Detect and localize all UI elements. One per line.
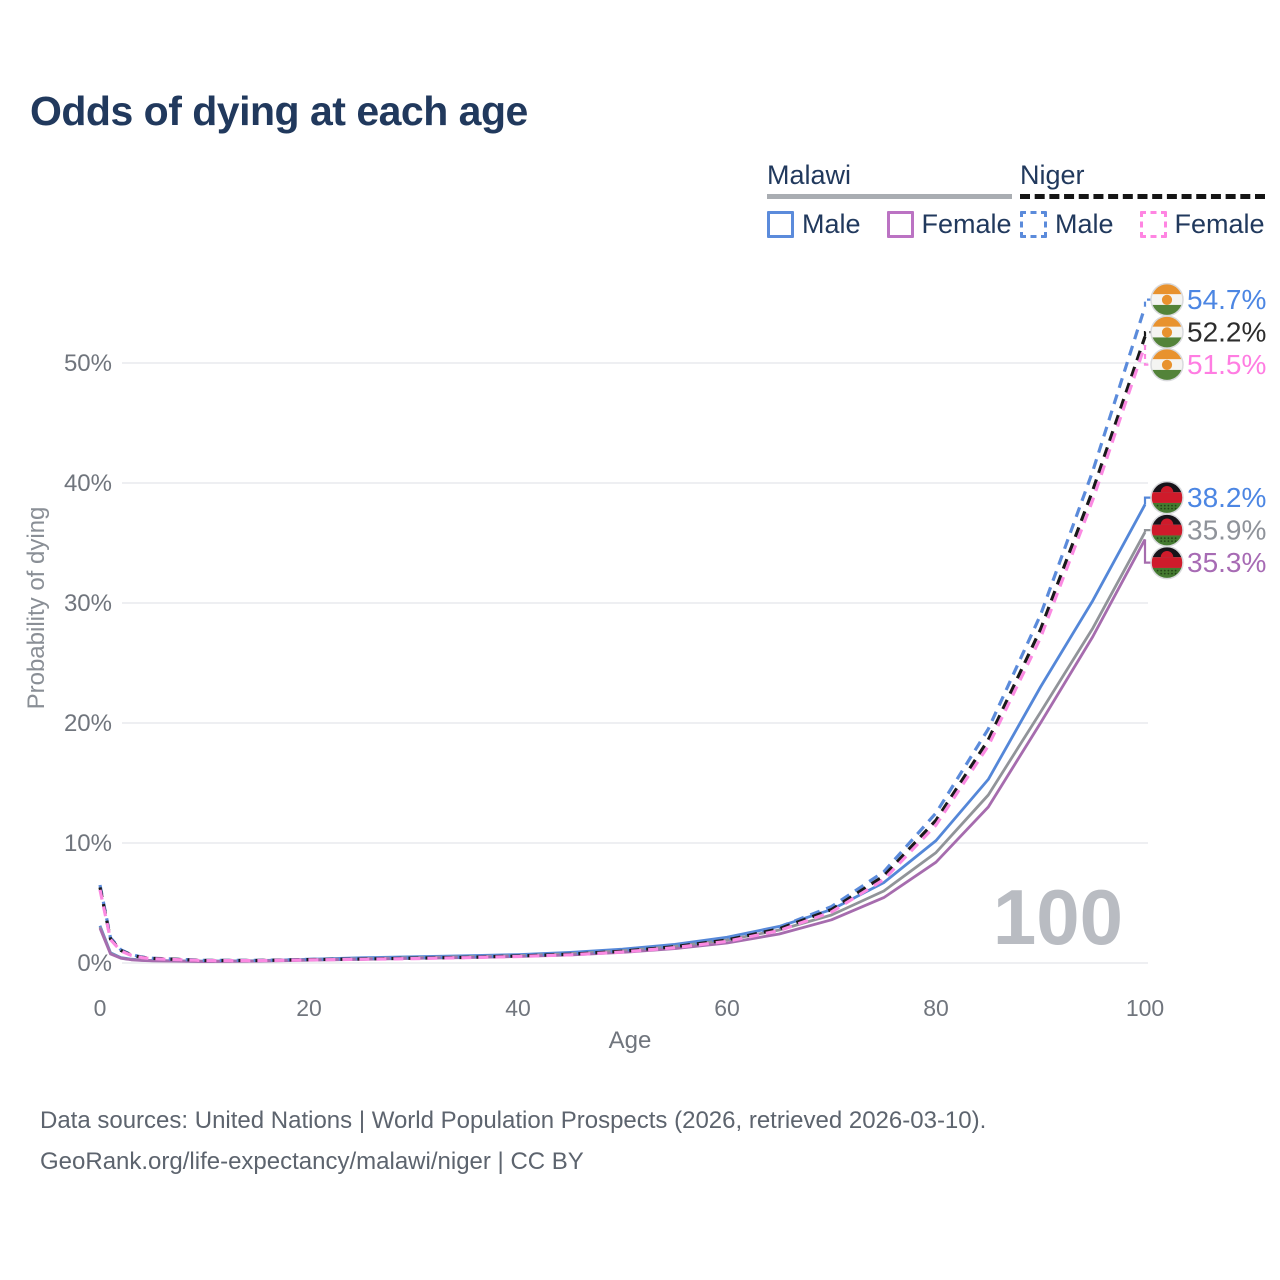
y-tick-40%: 40% [64,470,112,497]
legend-swatch-niger-male [1020,211,1047,238]
niger-total-flag-icon [1150,315,1184,349]
niger-female-leader-line [1143,345,1151,366]
legend-swatch-malawi-female [886,211,914,238]
niger-female-flag-icon [1150,347,1184,382]
mortality-line-chart: 0% 10% 20% 30% 40% 50% 0 20 40 60 80 100 Age Probabil… [23,282,1266,1054]
legend-swatch-malawi-male [767,211,794,238]
legend-item-malawi-female[interactable]: Female [886,209,1012,240]
y-tick-50%: 50% [64,350,112,377]
legend-group-title-malawi: Malawi [767,160,852,190]
x-tick-40: 40 [505,995,531,1021]
line-niger-female[interactable] [98,344,1147,963]
malawi-total-end-label: 35.9% [1187,515,1266,546]
legend-label-niger-male: Male [1055,209,1114,239]
y-tick-20%: 20% [64,710,112,737]
legend-item-niger-female[interactable]: Female [1139,209,1265,240]
malawi-female-end-label: 35.3% [1187,547,1266,578]
y-tick-10%: 10% [64,830,112,857]
legend-swatch-niger-female [1139,211,1167,238]
malawi-female-flag-icon [1150,545,1184,580]
legend-label-malawi-female: Female [921,209,1012,239]
y-tick-30%: 30% [64,590,112,617]
legend-group-niger: Niger Male Female [1020,160,1265,240]
footer-data-sources: Data sources: United Nations | World Pop… [40,1107,987,1134]
x-tick-100: 100 [1126,995,1164,1021]
legend-label-malawi-male: Male [802,209,861,239]
malawi-female-leader-line [1143,539,1151,564]
y-axis-label: Probability of dying [23,507,50,710]
malawi-total-flag-icon [1150,513,1184,547]
malawi-male-flag-icon [1150,480,1184,515]
niger-female-end-label: 51.5% [1187,349,1266,380]
niger-total-end-label: 52.2% [1187,317,1266,348]
legend-rule-niger [1020,194,1265,199]
niger-total-leader-line [1143,331,1151,337]
legend-label-niger-female: Female [1174,209,1265,239]
legend-group-malawi: Malawi Male Female [767,160,1012,240]
malawi-male-leader-line [1143,496,1151,505]
line-malawi-total[interactable] [98,531,1147,963]
chart-footer: Data sources: United Nations | World Pop… [40,1100,986,1182]
x-tick-60: 60 [714,995,740,1021]
y-tick-0%: 0% [77,950,112,977]
malawi-total-leader-line [1143,529,1151,533]
niger-male-end-label: 54.7% [1187,284,1266,315]
line-malawi-male[interactable] [98,503,1147,963]
legend-item-malawi-male[interactable]: Male [767,209,861,240]
line-niger-total[interactable] [98,336,1147,963]
x-tick-0: 0 [94,995,107,1021]
legend-rule-malawi [767,194,1012,199]
niger-male-leader-line [1143,298,1151,307]
age-watermark: 100 [993,873,1123,961]
footer-attribution-link[interactable]: GeoRank.org/life-expectancy/malawi/niger… [40,1148,584,1175]
niger-male-flag-icon [1150,282,1184,317]
line-niger-male[interactable] [98,306,1147,962]
malawi-male-end-label: 38.2% [1187,482,1266,513]
x-axis-label: Age [609,1027,652,1054]
page-title: Odds of dying at each age [30,88,528,134]
legend-item-niger-male[interactable]: Male [1020,209,1114,240]
legend-group-title-niger: Niger [1020,160,1085,190]
x-tick-20: 20 [296,995,322,1021]
x-tick-80: 80 [923,995,949,1021]
